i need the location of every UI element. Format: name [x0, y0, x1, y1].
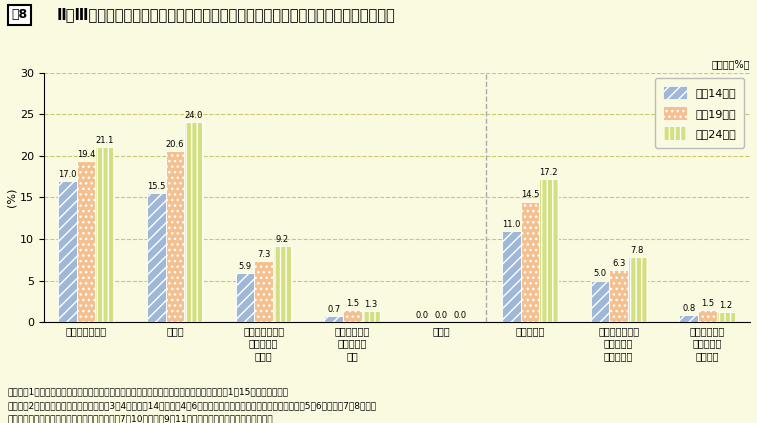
Bar: [325, 316, 343, 322]
Bar: [343, 310, 362, 322]
Bar: [521, 201, 539, 322]
Text: 2　係長級は行政職俸給表（一）3、4級（平成14年度は旧4～6級）、本省課長補佐・地方機関の課長級は同5、6級（同旧7、8級）、: 2 係長級は行政職俸給表（一）3、4級（平成14年度は旧4～6級）、本省課長補佐…: [8, 401, 377, 410]
Bar: [590, 280, 609, 322]
Bar: [95, 147, 114, 322]
Text: 7.3: 7.3: [257, 250, 270, 259]
Text: 0.0: 0.0: [416, 311, 429, 320]
Text: 0.0: 0.0: [453, 311, 466, 320]
Text: 24.0: 24.0: [185, 111, 203, 121]
Text: 21.1: 21.1: [95, 135, 114, 145]
Text: 20.6: 20.6: [166, 140, 184, 149]
Legend: 平成14年度, 平成19年度, 平成24年度: 平成14年度, 平成19年度, 平成24年度: [655, 78, 744, 148]
Bar: [166, 151, 184, 322]
Text: 0.7: 0.7: [327, 305, 341, 314]
Bar: [680, 316, 698, 322]
Text: 1.5: 1.5: [346, 299, 359, 308]
Bar: [609, 270, 628, 322]
Text: 15.5: 15.5: [147, 182, 166, 191]
Text: 9.2: 9.2: [276, 234, 289, 244]
Bar: [717, 312, 735, 322]
Text: 本省課室長・地方機関の長級は同7～10級（同旧9～11級）の適用者に占める女性の割合。: 本省課室長・地方機関の長級は同7～10級（同旧9～11級）の適用者に占める女性の…: [8, 415, 273, 423]
Y-axis label: (%): (%): [7, 188, 17, 207]
Text: 1.5: 1.5: [701, 299, 714, 308]
Text: （注）　1　人事院「一般職の国家公務員の任用状況調査報告」より作成しており、各年度1月15日現在の割合。: （注） 1 人事院「一般職の国家公務員の任用状況調査報告」より作成しており、各年…: [8, 387, 288, 396]
Text: （単位：%）: （単位：%）: [712, 59, 750, 69]
Bar: [235, 273, 254, 322]
Bar: [362, 311, 381, 322]
Text: 0.8: 0.8: [682, 305, 696, 313]
Text: 7.8: 7.8: [631, 246, 644, 255]
Bar: [184, 123, 203, 322]
Bar: [147, 193, 166, 322]
Text: 1.2: 1.2: [720, 301, 733, 310]
Text: 1.3: 1.3: [364, 300, 378, 309]
Bar: [273, 246, 291, 322]
Bar: [58, 181, 77, 322]
Bar: [698, 310, 717, 322]
Bar: [628, 257, 646, 322]
Text: 図8: 図8: [11, 8, 27, 21]
Text: 6.3: 6.3: [612, 258, 625, 268]
Bar: [77, 161, 95, 322]
Text: 14.5: 14.5: [521, 190, 539, 199]
Text: 17.2: 17.2: [539, 168, 558, 177]
Text: 19.4: 19.4: [77, 150, 95, 159]
Text: 11.0: 11.0: [502, 220, 521, 228]
Bar: [502, 231, 521, 322]
Text: 5.9: 5.9: [238, 262, 251, 271]
Bar: [539, 179, 558, 322]
Text: 0.0: 0.0: [435, 311, 447, 320]
Text: 5.0: 5.0: [593, 269, 606, 278]
Text: 17.0: 17.0: [58, 170, 76, 179]
Bar: [254, 261, 273, 322]
Text: Ⅱ・Ⅲ種試験・一般職試験採用者における役職者に占める女性の割合（本省在職者）: Ⅱ・Ⅲ種試験・一般職試験採用者における役職者に占める女性の割合（本省在職者）: [57, 7, 395, 22]
